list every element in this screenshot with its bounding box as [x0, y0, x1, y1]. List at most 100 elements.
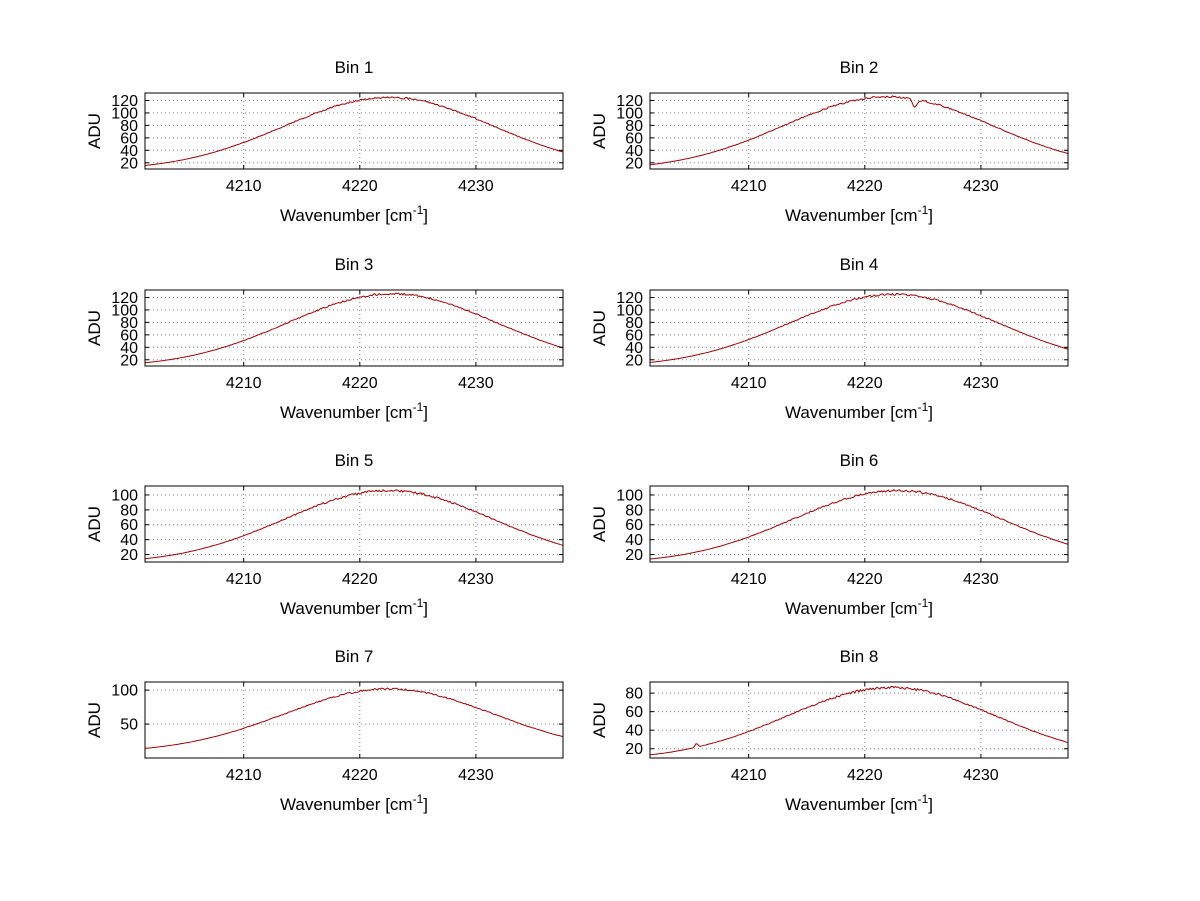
tick-label-x: 4210: [731, 571, 767, 588]
tick-label-y: 40: [625, 723, 643, 740]
tick-label-y: 80: [625, 315, 643, 332]
x-axis-label: Wavenumber [cm-1]: [280, 596, 428, 618]
tick-label-y: 120: [111, 290, 138, 307]
curve-line: [144, 292, 564, 364]
plot-title: Bin 4: [840, 255, 879, 274]
tick-label-y: 20: [625, 352, 643, 369]
tick-label-y: 60: [625, 130, 643, 147]
y-axis-label: ADU: [590, 113, 609, 149]
tick-label-y: 40: [120, 340, 138, 357]
axis-box: [144, 92, 564, 170]
tick-label-y: 100: [616, 105, 643, 122]
plot-title: Bin 8: [840, 647, 879, 666]
y-axis-label: ADU: [590, 702, 609, 738]
curve-line: [649, 685, 1069, 756]
subplot-bin-4: 4210 4220 4230 20 40 60 80 100 120 Bin 4 ADU Wavenu…: [540, 250, 1085, 447]
axis-box: [649, 681, 1069, 759]
tick-label-y: 60: [625, 704, 643, 721]
tick-label-x: 4220: [342, 178, 378, 195]
tick-label-y: 100: [111, 487, 138, 504]
tick-label-y: 100: [616, 302, 643, 319]
tick-label-y: 60: [625, 517, 643, 534]
curve-line: [144, 489, 564, 560]
tick-label-x: 4210: [731, 767, 767, 784]
curve-line: [649, 292, 1069, 363]
tick-label-y: 40: [625, 143, 643, 160]
y-axis-label: ADU: [85, 310, 104, 346]
tick-label-y: 120: [111, 93, 138, 110]
tick-label-x: 4220: [342, 375, 378, 392]
axis-box: [144, 681, 564, 759]
tick-label-x: 4230: [458, 767, 494, 784]
tick-label-y: 60: [120, 327, 138, 344]
tick-label-x: 4230: [458, 375, 494, 392]
tick-label-y: 80: [625, 686, 643, 703]
tick-label-x: 4210: [226, 571, 262, 588]
y-axis-label: ADU: [85, 506, 104, 542]
subplot-bin-5: 4210 4220 4230 20 40 60 80 100 Bin 5 ADU Wavenumbe…: [35, 446, 580, 643]
plot-title: Bin 1: [335, 58, 374, 77]
tick-label-x: 4210: [731, 375, 767, 392]
plot-title: Bin 2: [840, 58, 879, 77]
tick-label-x: 4220: [847, 178, 883, 195]
tick-label-x: 4220: [847, 767, 883, 784]
x-axis-label: Wavenumber [cm-1]: [785, 400, 933, 422]
y-axis-label: ADU: [590, 506, 609, 542]
axis-box: [649, 289, 1069, 367]
tick-label-y: 20: [120, 155, 138, 172]
tick-label-x: 4220: [847, 571, 883, 588]
tick-label-x: 4210: [226, 375, 262, 392]
tick-label-y: 20: [120, 547, 138, 564]
axis-box: [649, 485, 1069, 563]
curve-line: [649, 489, 1069, 560]
curve-line: [649, 95, 1069, 166]
tick-label-y: 20: [120, 352, 138, 369]
y-axis-label: ADU: [85, 702, 104, 738]
tick-label-y: 100: [111, 302, 138, 319]
tick-label-x: 4230: [458, 178, 494, 195]
tick-label-x: 4220: [342, 571, 378, 588]
tick-label-x: 4210: [731, 178, 767, 195]
tick-label-y: 20: [625, 155, 643, 172]
x-axis-label: Wavenumber [cm-1]: [785, 792, 933, 814]
subplot-bin-7: 4210 4220 4230 50 100 Bin 7 ADU Wavenumber [cm-…: [35, 642, 580, 839]
tick-label-y: 20: [625, 547, 643, 564]
tick-label-y: 60: [120, 130, 138, 147]
curve-line: [144, 96, 564, 166]
x-axis-label: Wavenumber [cm-1]: [280, 792, 428, 814]
plot-title: Bin 5: [335, 451, 374, 470]
x-axis-label: Wavenumber [cm-1]: [785, 596, 933, 618]
subplot-bin-1: 4210 4220 4230 20 40 60 80 100 120 Bin 1 ADU Wavenu…: [35, 53, 580, 250]
x-axis-label: Wavenumber [cm-1]: [785, 203, 933, 225]
tick-label-y: 80: [625, 118, 643, 135]
tick-label-x: 4230: [963, 767, 999, 784]
tick-label-y: 40: [625, 340, 643, 357]
tick-label-x: 4230: [963, 178, 999, 195]
axis-box: [649, 92, 1069, 170]
y-axis-label: ADU: [85, 113, 104, 149]
tick-label-y: 120: [616, 93, 643, 110]
tick-label-x: 4230: [963, 571, 999, 588]
tick-label-x: 4210: [226, 767, 262, 784]
tick-label-x: 4230: [963, 375, 999, 392]
tick-label-x: 4220: [847, 375, 883, 392]
subplot-bin-8: 4210 4220 4230 20 40 60 80 Bin 8 ADU Wavenumber […: [540, 642, 1085, 839]
curve-line: [144, 687, 564, 749]
tick-label-y: 20: [625, 741, 643, 758]
axis-box: [144, 485, 564, 563]
tick-label-x: 4230: [458, 571, 494, 588]
subplot-bin-3: 4210 4220 4230 20 40 60 80 100 120 Bin 3 ADU Wavenu…: [35, 250, 580, 447]
tick-label-x: 4210: [226, 178, 262, 195]
subplot-svg: 4210 4220 4230 50 100 Bin 7 ADU Wavenumber [cm-…: [85, 647, 564, 814]
plot-title: Bin 7: [335, 647, 374, 666]
tick-label-y: 80: [120, 315, 138, 332]
subplot-bin-6: 4210 4220 4230 20 40 60 80 100 Bin 6 ADU Wavenumbe…: [540, 446, 1085, 643]
tick-label-y: 120: [616, 290, 643, 307]
axis-box: [144, 289, 564, 367]
